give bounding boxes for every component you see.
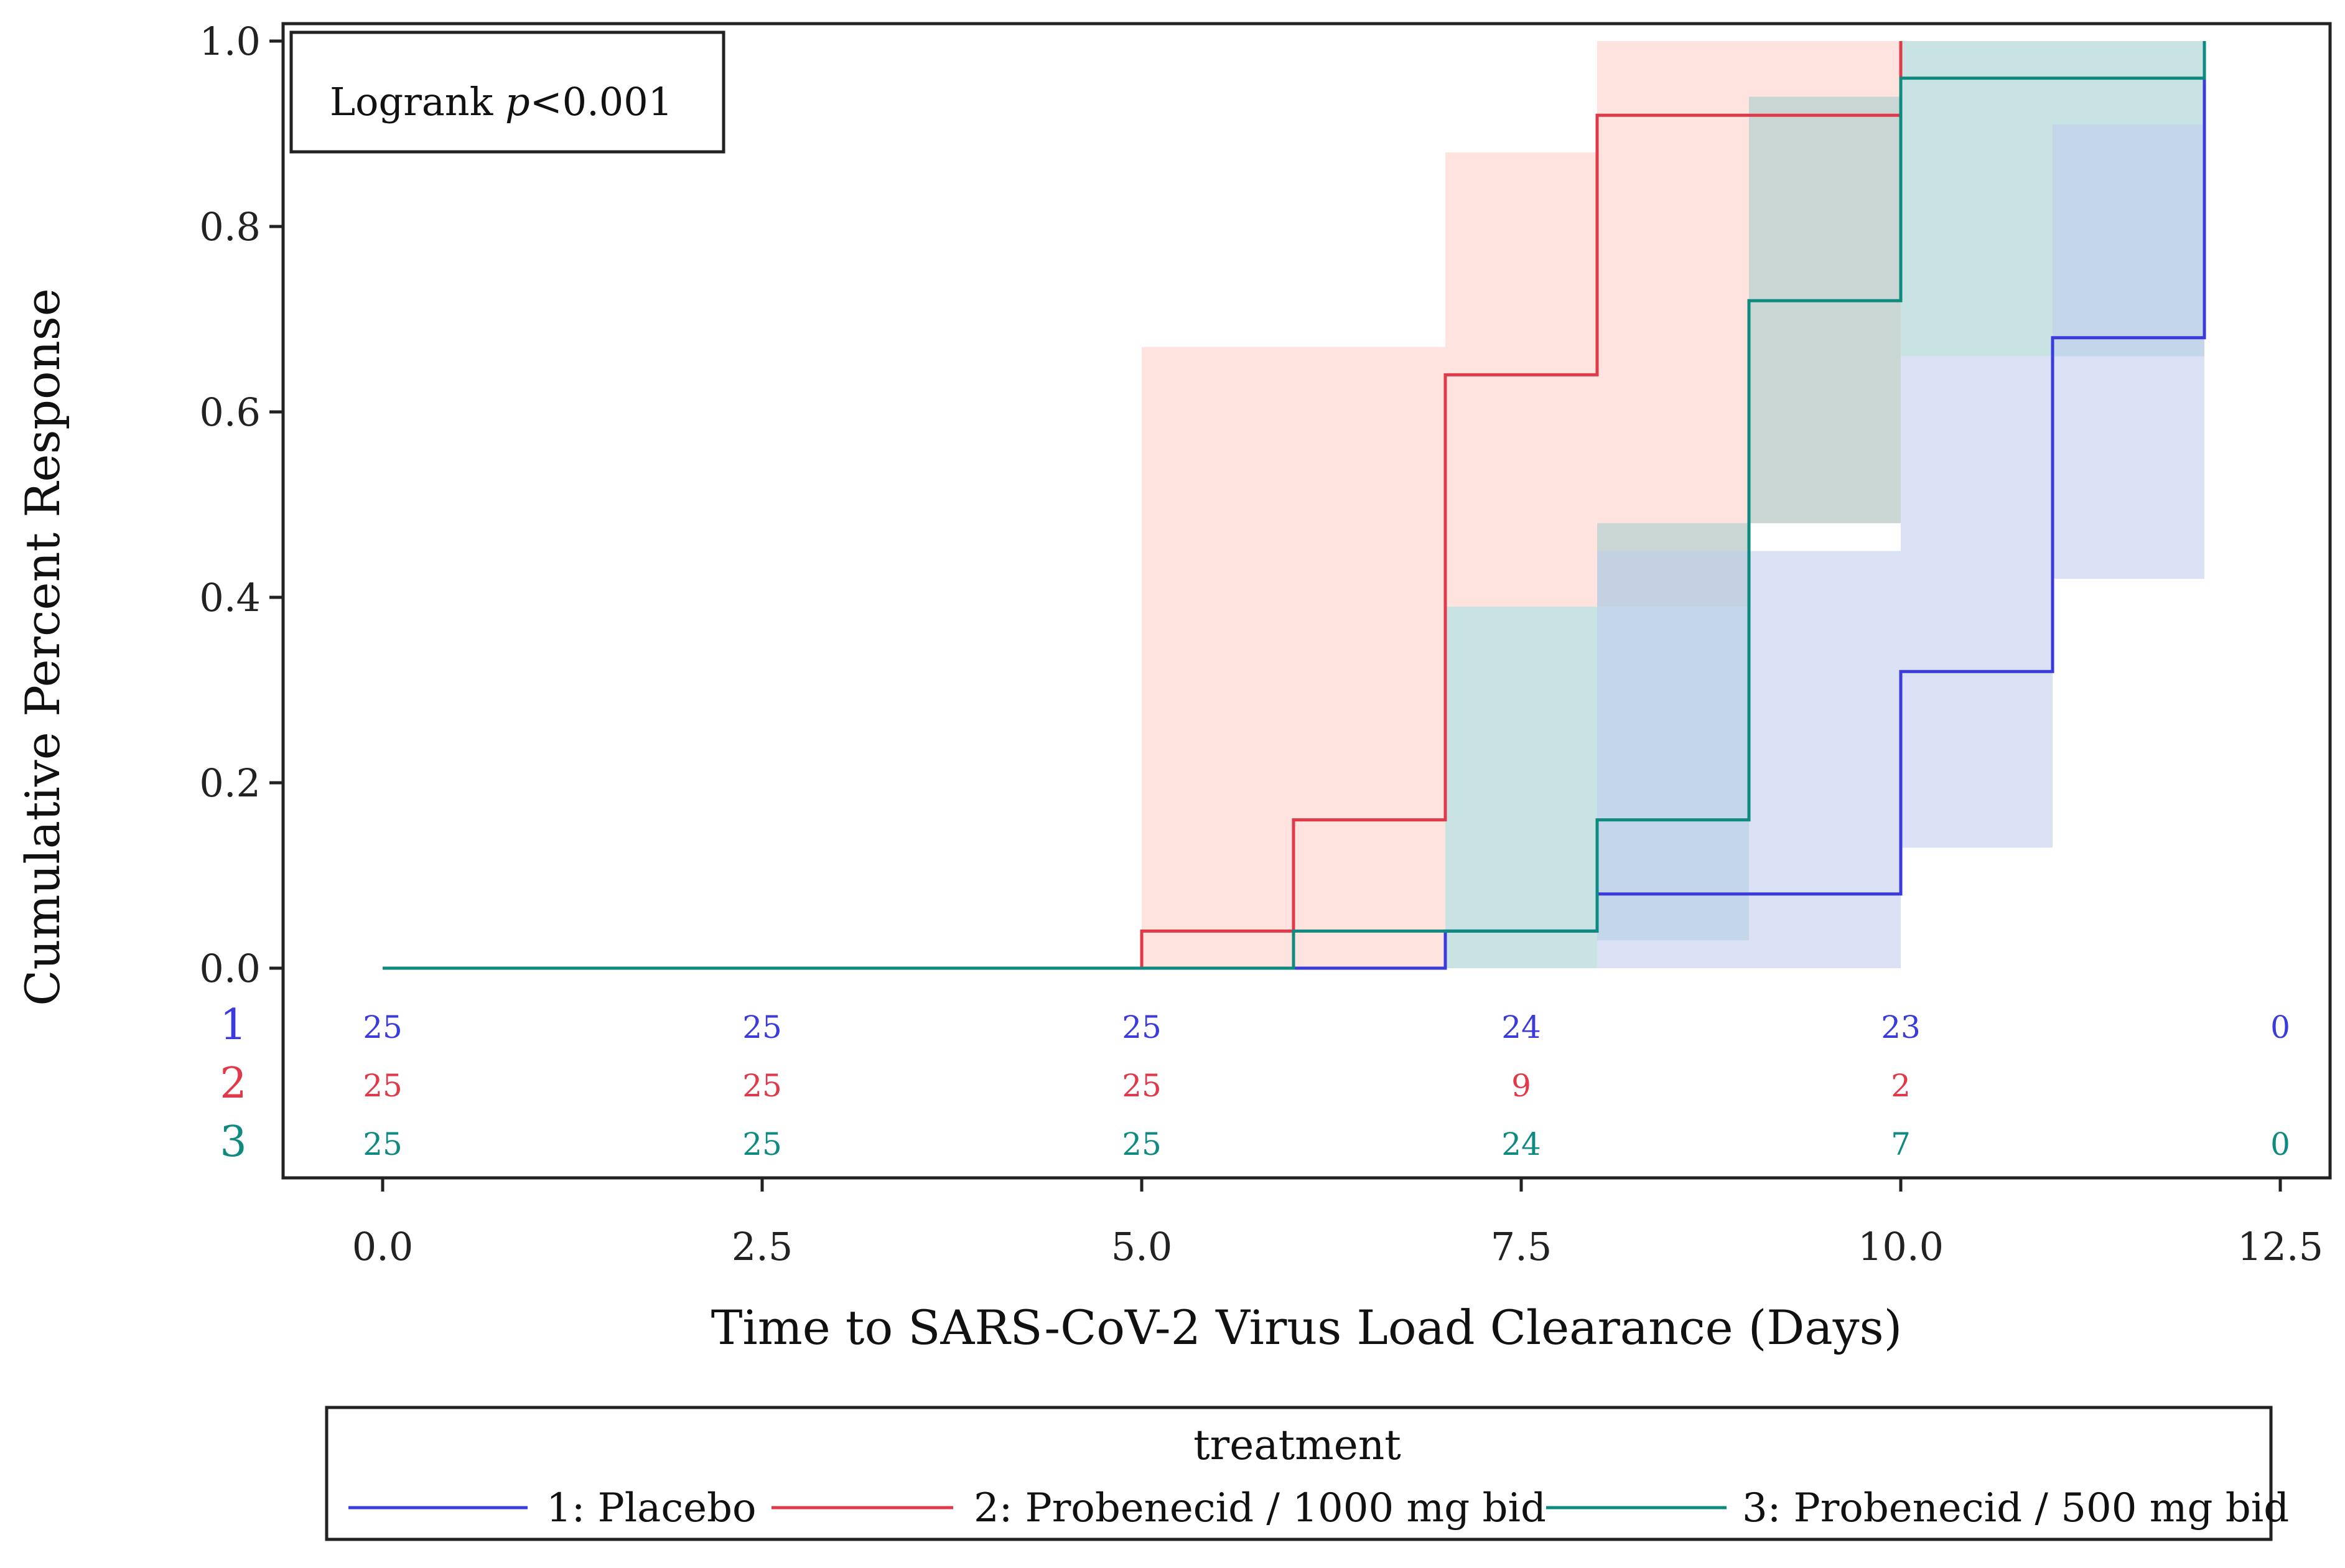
confidence-band-series-2 (1597, 41, 1749, 607)
at-risk-count: 24 (1501, 1009, 1541, 1045)
logrank-p: p (505, 79, 530, 124)
y-axis-title: Cumulative Percent Response (15, 288, 70, 1006)
at-risk-count: 25 (742, 1068, 782, 1104)
at-risk-count: 25 (363, 1068, 403, 1104)
at-risk-count: 25 (1122, 1009, 1162, 1045)
x-tick-label: 0.0 (352, 1224, 414, 1269)
x-tick-label: 7.5 (1491, 1224, 1552, 1269)
at-risk-count: 25 (363, 1126, 403, 1162)
confidence-band-series-3 (1445, 606, 1597, 968)
logrank-annotation: Logrank p<0.001 (289, 30, 725, 154)
step-line-series-2 (383, 41, 1903, 970)
y-tick-label: 1.0 (199, 19, 261, 64)
y-tick-label: 0.0 (199, 946, 261, 991)
step-line-series-1 (383, 41, 2206, 970)
at-risk-count: 24 (1501, 1126, 1541, 1162)
confidence-band-series-1 (1901, 356, 2053, 848)
legend-title: treatment (1193, 1421, 1401, 1469)
legend-entry-label: 1: Placebo (546, 1485, 757, 1531)
x-axis-title: Time to SARS-CoV-2 Virus Load Clearance … (711, 1300, 1903, 1355)
x-tick-label: 10.0 (1858, 1224, 1944, 1269)
confidence-band-series-2 (1142, 347, 1294, 968)
at-risk-count: 9 (1511, 1068, 1531, 1104)
logrank-value: <0.001 (530, 79, 673, 124)
at-risk-row-label: 2 (220, 1059, 246, 1108)
legend-box (325, 1406, 2273, 1541)
at-risk-count: 23 (1881, 1009, 1921, 1045)
x-tick-label: 12.5 (2237, 1224, 2323, 1269)
confidence-band-series-2 (1294, 347, 1445, 968)
at-risk-row-label: 1 (220, 1001, 246, 1050)
confidence-band-series-2 (1445, 152, 1597, 607)
confidence-band-series-3 (1749, 96, 1901, 523)
legend-entry-label: 3: Probenecid / 500 mg bid (1742, 1485, 2289, 1531)
at-risk-count: 25 (742, 1126, 782, 1162)
y-tick-label: 0.8 (199, 204, 261, 250)
y-tick-label: 0.4 (199, 575, 261, 620)
plot-frame (281, 22, 2332, 1180)
at-risk-count: 2 (1891, 1068, 1911, 1104)
confidence-band-series-1 (2053, 124, 2204, 579)
at-risk-count: 7 (1891, 1126, 1911, 1162)
step-lines (383, 41, 2206, 970)
at-risk-count: 25 (1122, 1126, 1162, 1162)
logrank-prefix: Logrank (330, 79, 505, 124)
y-axis: 0.0 0.2 0.4 0.6 0.8 1.0 (199, 19, 283, 991)
logrank-box (289, 30, 725, 154)
legend-entry-label: 2: Probenecid / 1000 mg bid (974, 1485, 1546, 1531)
legend: treatment 1: Placebo 2: Probenecid / 1000 … (325, 1406, 2289, 1541)
at-risk-row-label: 3 (220, 1118, 246, 1167)
at-risk-table: 1 25 25 25 24 23 02 25 25 25 9 23 25 25 25 24 7 0 (220, 1001, 2290, 1167)
confidence-bands (1142, 41, 2204, 968)
at-risk-count: 25 (1122, 1068, 1162, 1104)
y-tick-label: 0.2 (199, 760, 261, 806)
x-axis: 0.0 2.5 5.0 7.5 10.0 12.5 (352, 1178, 2323, 1269)
logrank-text: Logrank p<0.001 (330, 79, 673, 124)
at-risk-count: 25 (742, 1009, 782, 1045)
at-risk-count: 0 (2270, 1126, 2290, 1162)
x-tick-label: 2.5 (732, 1224, 793, 1269)
at-risk-count: 0 (2270, 1009, 2290, 1045)
x-tick-label: 5.0 (1111, 1224, 1173, 1269)
y-tick-label: 0.6 (199, 390, 261, 435)
step-line-series-3 (383, 41, 2206, 970)
at-risk-count: 25 (363, 1009, 403, 1045)
